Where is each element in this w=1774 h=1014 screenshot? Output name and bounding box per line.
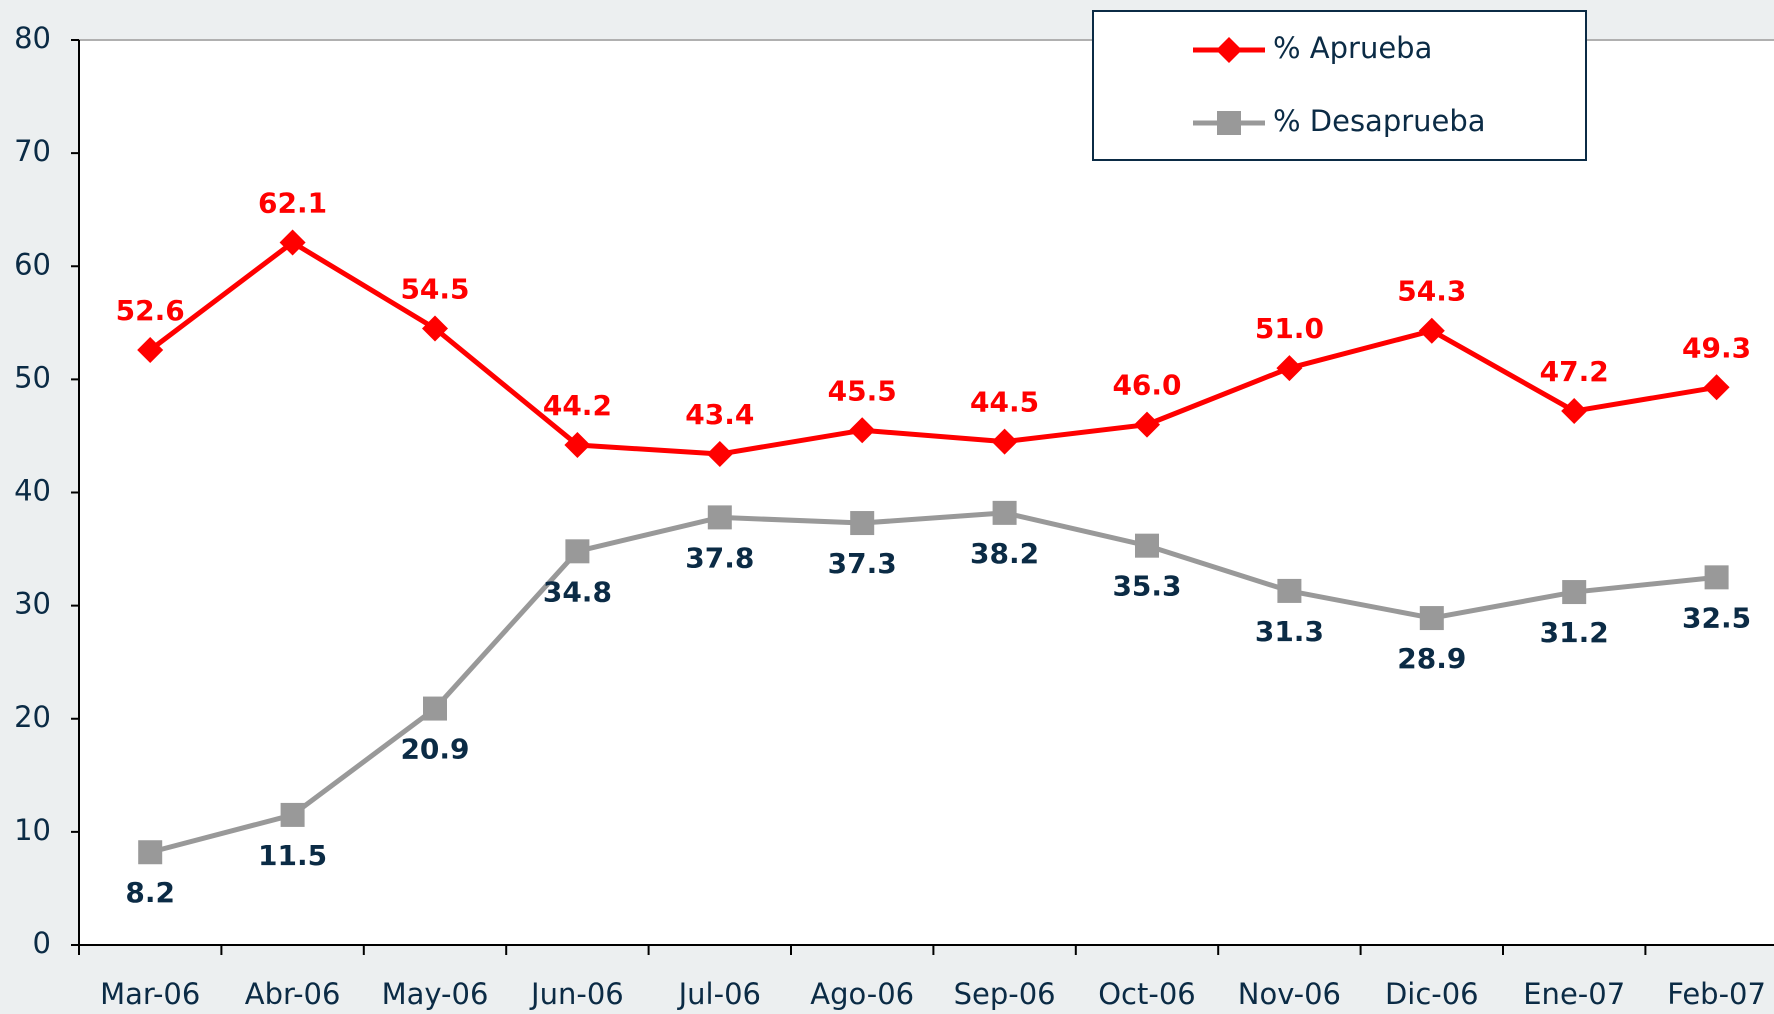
data-label: 49.3 [1682, 331, 1751, 364]
data-label: 34.8 [543, 575, 612, 608]
point-marker [707, 505, 732, 530]
data-label: 54.5 [400, 272, 469, 305]
data-label: 32.5 [1682, 601, 1751, 634]
x-tick-label: Ene-07 [1523, 977, 1625, 1011]
data-label: 35.3 [1112, 570, 1181, 603]
data-label: 44.2 [543, 389, 612, 422]
point-marker [1419, 606, 1444, 631]
legend-marker [1217, 111, 1241, 135]
data-label: 37.8 [685, 541, 754, 574]
y-tick-label: 0 [33, 926, 51, 960]
data-label: 8.2 [125, 876, 175, 909]
data-label: 47.2 [1540, 355, 1609, 388]
data-label: 31.3 [1255, 615, 1324, 648]
point-marker [1561, 398, 1588, 425]
data-label: 38.2 [970, 537, 1039, 570]
legend-box [1092, 10, 1587, 161]
x-tick-label: Sep-06 [954, 977, 1056, 1011]
data-label: 28.9 [1397, 642, 1466, 675]
point-marker [280, 802, 305, 827]
x-tick-label: Nov-06 [1238, 977, 1341, 1011]
x-tick-label: Feb-07 [1667, 977, 1766, 1011]
data-label: 11.5 [258, 839, 327, 872]
point-marker [1562, 580, 1587, 605]
y-tick-label: 60 [14, 247, 51, 281]
y-tick-label: 20 [14, 700, 51, 734]
point-marker [422, 315, 448, 342]
x-tick-label: Ago-06 [810, 977, 914, 1011]
point-marker [1704, 565, 1729, 590]
x-tick-label: Jul-06 [677, 977, 761, 1011]
y-tick-label: 70 [14, 134, 51, 168]
x-tick-label: Abr-06 [245, 977, 341, 1011]
data-label: 54.3 [1397, 275, 1466, 308]
series-line [148, 239, 1718, 457]
series-line [149, 510, 1717, 855]
legend-label: % Aprueba [1273, 31, 1432, 65]
data-label: 51.0 [1255, 312, 1324, 345]
data-label: 31.2 [1540, 616, 1609, 649]
point-marker [1276, 355, 1303, 382]
point-marker [992, 500, 1017, 525]
point-marker [138, 840, 163, 865]
point-marker [1703, 374, 1730, 401]
plot-area [79, 40, 1774, 945]
point-marker [1277, 578, 1302, 603]
point-marker [1134, 411, 1160, 438]
point-marker [565, 539, 590, 564]
data-label: 44.5 [970, 386, 1039, 419]
x-tick-label: May-06 [382, 977, 489, 1011]
point-marker [423, 696, 447, 721]
data-label: 52.6 [116, 294, 185, 327]
point-marker [279, 229, 306, 256]
legend-label: % Desaprueba [1273, 104, 1486, 138]
y-tick-label: 30 [14, 587, 51, 621]
point-marker [706, 441, 733, 468]
point-marker [1135, 533, 1159, 558]
point-marker [991, 428, 1018, 455]
y-tick-label: 80 [14, 21, 51, 55]
point-marker [850, 511, 875, 536]
data-label: 45.5 [828, 374, 897, 407]
point-marker [564, 431, 591, 458]
y-tick-label: 40 [14, 474, 51, 508]
y-tick-label: 50 [14, 360, 51, 394]
data-label: 46.0 [1112, 369, 1181, 402]
point-marker [1418, 317, 1445, 344]
data-label: 37.3 [828, 547, 897, 580]
y-tick-label: 10 [14, 813, 51, 847]
data-label: 43.4 [685, 398, 754, 431]
x-tick-label: Mar-06 [100, 977, 200, 1011]
point-marker [137, 336, 164, 363]
legend-marker [1216, 37, 1242, 63]
x-tick-label: Dic-06 [1385, 977, 1479, 1011]
data-label: 62.1 [258, 186, 327, 219]
point-marker [849, 417, 876, 444]
x-tick-label: Oct-06 [1098, 977, 1196, 1011]
x-tick-label: Jun-06 [529, 977, 624, 1011]
data-label: 20.9 [400, 733, 469, 766]
